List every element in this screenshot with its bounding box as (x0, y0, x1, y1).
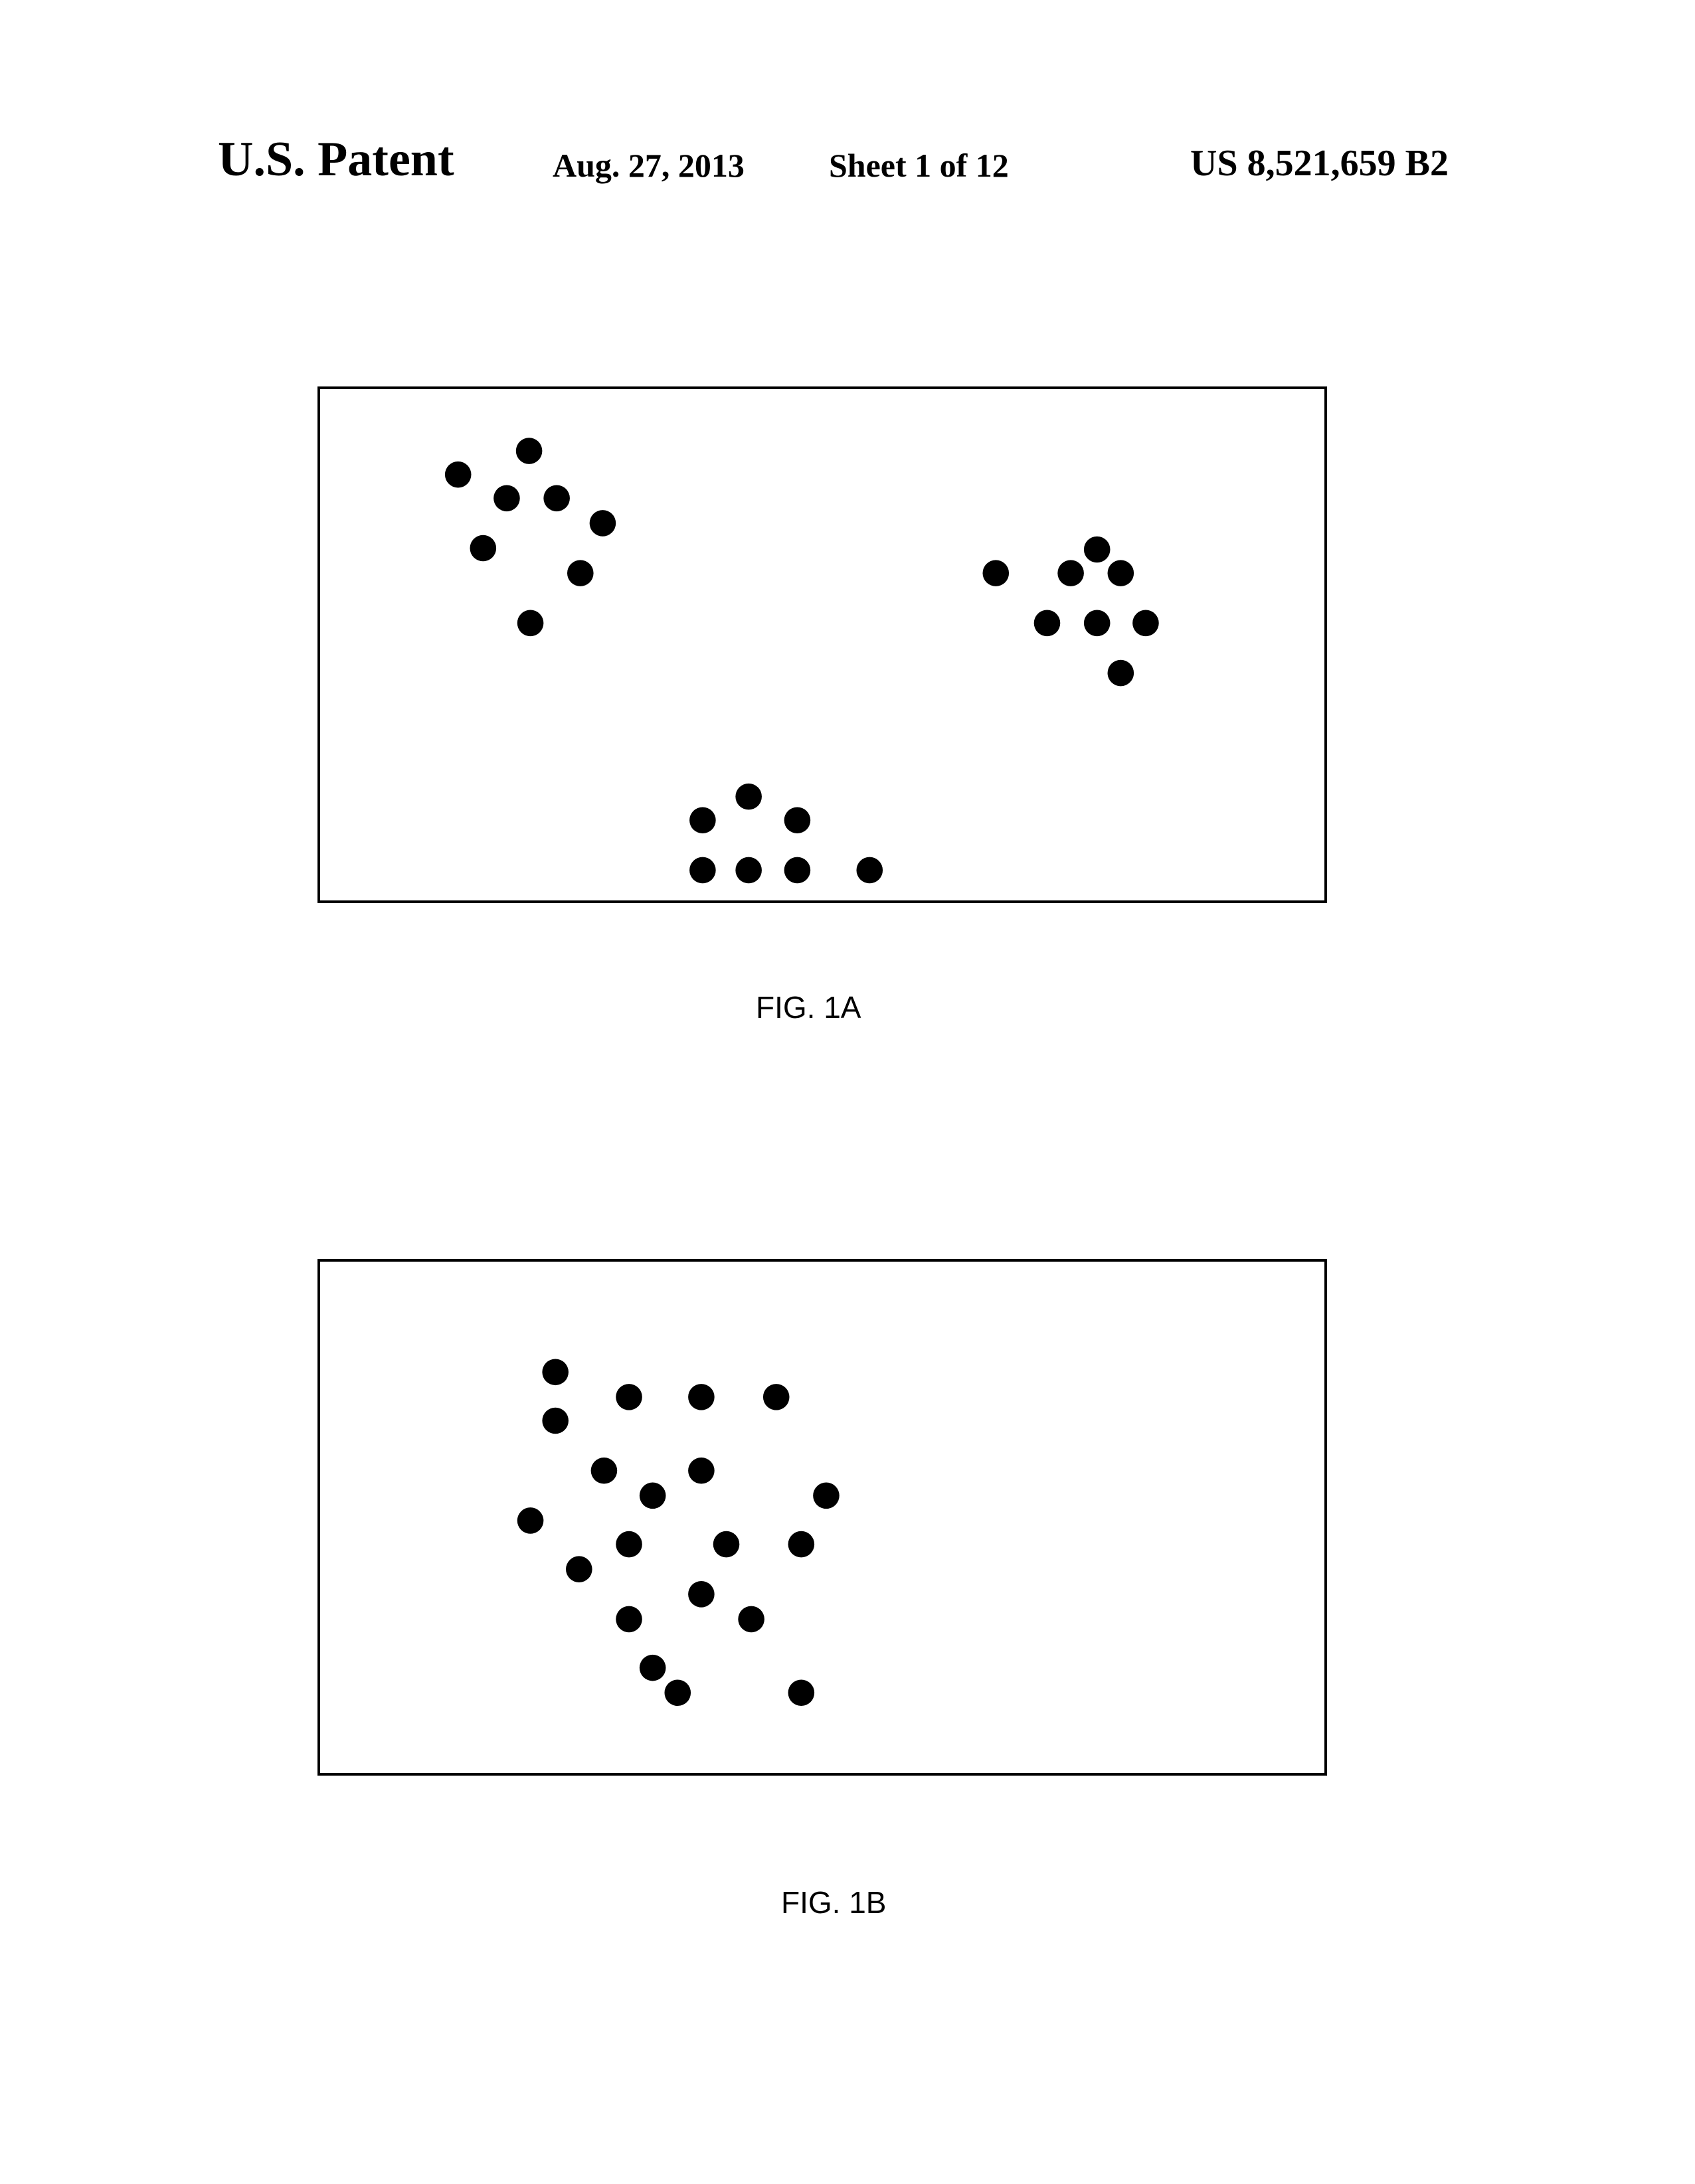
figure-1a-dot-10 (735, 784, 762, 810)
figure-1b-dot-4 (688, 1384, 715, 1410)
patent-title: U.S. Patent (218, 131, 454, 188)
figure-1b-dot-7 (688, 1458, 715, 1484)
figure-1b-dot-15 (688, 1581, 715, 1608)
figure-1a-dot-13 (735, 857, 762, 884)
figure-1b-dot-10 (517, 1507, 544, 1534)
figure-1a-dot-9 (689, 807, 716, 833)
figure-1a-frame (317, 386, 1327, 903)
figure-1a-dot-23 (1132, 610, 1159, 637)
figure-1a-dot-19 (1084, 537, 1111, 563)
figure-1a-dot-24 (1108, 660, 1134, 687)
figure-1b-frame (317, 1259, 1327, 1776)
figure-1a-dot-2 (516, 438, 543, 464)
figure-1b-dot-17 (738, 1606, 764, 1633)
figure-1a-dot-5 (590, 510, 616, 537)
figure-1a-dot-18 (1057, 560, 1084, 586)
figure-1a-dot-21 (1034, 610, 1061, 637)
figure-1b-dot-6 (591, 1458, 618, 1484)
figure-1a-dot-15 (856, 857, 883, 884)
figure-1b-dot-16 (616, 1606, 642, 1633)
figure-1a-dot-4 (543, 485, 570, 511)
figure-1b-dot-19 (664, 1679, 691, 1706)
figure-1b-dot-9 (813, 1483, 840, 1509)
figure-1b-dot-11 (616, 1531, 642, 1558)
figure-1b-dot-13 (788, 1531, 815, 1558)
figure-1a-dot-7 (567, 560, 594, 586)
figure-1a-dot-14 (784, 857, 811, 884)
figure-1a-dot-3 (493, 485, 520, 511)
figure-1b-dot-20 (788, 1679, 815, 1706)
figure-1b-dot-8 (640, 1483, 666, 1509)
figure-1b-dot-18 (640, 1655, 666, 1681)
figure-1a-dots (320, 389, 1324, 900)
figure-1b-dot-14 (566, 1556, 592, 1582)
figure-1b-dot-12 (713, 1531, 740, 1558)
figure-1a-dot-11 (784, 807, 811, 833)
figure-1a-caption: FIG. 1A (756, 989, 861, 1025)
figure-1a-dot-22 (1084, 610, 1111, 637)
patent-date: Aug. 27, 2013 (553, 146, 745, 185)
figure-1a-dot-17 (982, 560, 1009, 586)
figure-1b-dot-5 (763, 1384, 790, 1410)
figure-1b-dot-1 (542, 1359, 569, 1385)
figure-1a-dot-8 (517, 610, 544, 637)
figure-1b-dot-2 (542, 1408, 569, 1434)
figure-1a-dot-12 (689, 857, 716, 884)
figure-1b-dots (320, 1262, 1324, 1773)
figure-1a-dot-1 (445, 462, 472, 488)
sheet-number: Sheet 1 of 12 (829, 146, 1009, 185)
figure-1b-caption: FIG. 1B (781, 1885, 886, 1920)
figure-1a-dot-20 (1108, 560, 1134, 586)
patent-number: US 8,521,659 B2 (1190, 142, 1449, 185)
figure-1b-dot-3 (616, 1384, 642, 1410)
figure-1a-dot-6 (470, 535, 497, 562)
